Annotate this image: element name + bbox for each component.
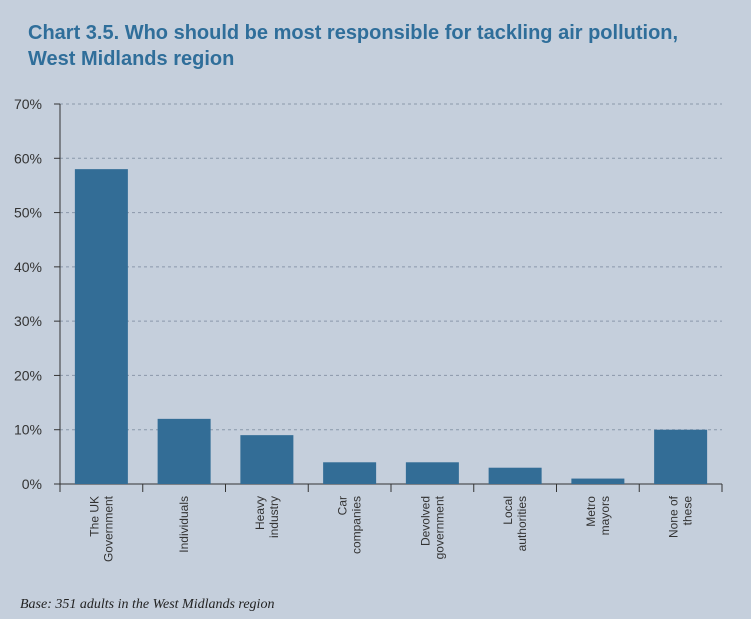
x-category-label: Individuals	[177, 496, 191, 553]
y-tick-label: 0%	[22, 476, 42, 492]
y-tick-label: 40%	[14, 259, 42, 275]
y-tick-label: 20%	[14, 367, 42, 383]
x-category-label: The UKGovernment	[87, 495, 115, 562]
bar	[571, 478, 625, 484]
chart-title: Chart 3.5. Who should be most responsibl…	[28, 22, 679, 70]
labels: 0% 10% 20% 30% 40% 50% 60% 70% The UKGovernment I…	[14, 96, 695, 562]
bar	[240, 435, 294, 484]
bar	[488, 467, 542, 484]
x-category-label: Heavyindustry	[253, 496, 281, 538]
bar	[323, 462, 377, 484]
bar	[405, 462, 459, 484]
x-category-label: Metromayors	[584, 496, 612, 536]
y-tick-label: 50%	[14, 205, 42, 221]
x-category-label: Localauthorities	[501, 496, 529, 551]
y-tick-label: 70%	[14, 96, 42, 112]
gridlines	[60, 103, 722, 431]
y-tick-label: 30%	[14, 313, 42, 329]
bar	[74, 169, 128, 484]
y-tick-label: 10%	[14, 422, 42, 438]
x-category-label: Carcompanies	[336, 496, 364, 554]
bar	[157, 418, 211, 484]
x-category-label: None ofthese	[667, 495, 695, 538]
bar	[654, 429, 708, 484]
y-tick-label: 60%	[14, 150, 42, 166]
axes	[54, 103, 723, 492]
x-category-label: Devolvedgovernment	[418, 495, 446, 559]
bars	[74, 169, 708, 484]
footnote: Base: 351 adults in the West Midlands re…	[20, 597, 275, 612]
